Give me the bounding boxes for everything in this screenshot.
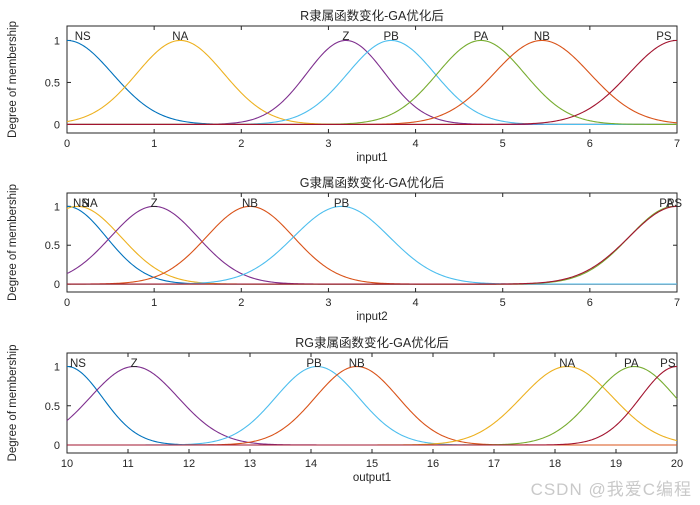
mf-label-PB: PB <box>383 31 399 43</box>
csdn-watermark: CSDN @我爱C编程 <box>530 480 692 499</box>
x-tick-label: 2 <box>238 138 244 150</box>
x-tick-label: 19 <box>610 458 622 470</box>
mf-label-PB: PB <box>334 198 350 210</box>
y-axis-label: Degree of membership <box>7 184 19 301</box>
mf-curve-PA <box>67 205 678 285</box>
mf-curve-PS <box>67 39 678 125</box>
mf-curve-NS <box>66 39 677 125</box>
y-tick-label: 1 <box>54 35 60 47</box>
x-tick-label: 18 <box>549 458 561 470</box>
x-tick-label: 17 <box>488 458 500 470</box>
mf-label-NB: NB <box>242 198 258 210</box>
x-tick-label: 4 <box>413 138 419 150</box>
y-tick-label: 1 <box>54 201 60 213</box>
x-tick-label: 14 <box>305 458 317 470</box>
mf-label-Z: Z <box>151 198 158 210</box>
x-tick-label: 12 <box>183 458 195 470</box>
x-tick-label: 20 <box>671 458 683 470</box>
mf-label-PS: PS <box>667 198 683 210</box>
x-tick-label: 0 <box>64 138 70 150</box>
y-tick-label: 0 <box>54 119 60 131</box>
mf-label-Z: Z <box>342 31 349 43</box>
y-tick-label: 0.5 <box>45 240 60 252</box>
mf-label-PA: PA <box>474 31 489 43</box>
mf-curve-PA <box>67 39 677 125</box>
mf-label-NB: NB <box>534 31 550 43</box>
x-tick-label: 6 <box>587 138 593 150</box>
x-tick-label: 3 <box>325 297 331 309</box>
x-tick-label: 10 <box>61 458 73 470</box>
x-tick-label: 2 <box>238 297 244 309</box>
x-tick-label: 1 <box>151 138 157 150</box>
mf-label-PA: PA <box>659 198 674 210</box>
x-tick-label: 16 <box>427 458 439 470</box>
y-tick-label: 0.5 <box>45 77 60 89</box>
x-tick-label: 13 <box>244 458 256 470</box>
y-tick-label: 0 <box>54 440 60 452</box>
mf-curve-NA <box>66 39 677 125</box>
x-tick-label: 0 <box>64 297 70 309</box>
x-tick-label: 5 <box>500 138 506 150</box>
x-axis-label: input1 <box>356 152 387 164</box>
mf-curve-PS <box>67 205 678 285</box>
mf-label-PA: PA <box>624 358 639 370</box>
axes-frame <box>66 352 678 454</box>
subplot-title: R隶属函数变化-GA优化后 <box>300 8 444 23</box>
mf-label-Z: Z <box>131 358 138 370</box>
mf-label-NA: NA <box>82 198 98 210</box>
mf-label-PS: PS <box>660 358 676 370</box>
x-tick-label: 11 <box>122 458 133 470</box>
y-tick-label: 1 <box>54 362 60 374</box>
x-tick-label: 7 <box>674 297 680 309</box>
mf-curve-Z <box>67 39 677 125</box>
x-tick-label: 3 <box>325 138 331 150</box>
x-tick-label: 4 <box>413 297 419 309</box>
mf-curve-PS <box>67 365 678 446</box>
y-tick-label: 0 <box>54 279 60 291</box>
axes-frame <box>66 25 678 134</box>
x-tick-label: 5 <box>500 297 506 309</box>
subplot-2: 0 1 2 3 4 5 6 7 0 0.5 1 G隶属函数变化-GA优化后 input2 Degree o… <box>7 175 682 323</box>
subplot-title: G隶属函数变化-GA优化后 <box>300 175 444 190</box>
mf-curve-PB <box>67 39 677 125</box>
x-tick-label: 1 <box>151 297 157 309</box>
subplot-1: 0 1 2 3 4 5 6 7 0 0.5 1 R隶属函数变化-GA优化后 input1 Degree o… <box>7 8 680 164</box>
mf-label-NA: NA <box>172 31 188 43</box>
mf-label-NA: NA <box>559 358 575 370</box>
x-axis-label: input2 <box>356 311 387 323</box>
x-tick-label: 7 <box>674 138 680 150</box>
mf-label-PB: PB <box>306 358 322 370</box>
mf-label-NS: NS <box>73 198 89 210</box>
mf-label-NS: NS <box>70 358 86 370</box>
y-axis-label: Degree of membership <box>7 21 19 138</box>
x-tick-label: 15 <box>366 458 378 470</box>
mf-label-PS: PS <box>656 31 672 43</box>
y-tick-label: 0.5 <box>45 401 60 413</box>
mf-label-NS: NS <box>75 31 91 43</box>
axes-frame <box>66 192 678 293</box>
y-axis-label: Degree of membership <box>7 345 19 462</box>
mf-curve-NB <box>67 39 678 125</box>
x-tick-label: 6 <box>587 297 593 309</box>
mf-label-NB: NB <box>349 358 365 370</box>
subplot-title: RG隶属函数变化-GA优化后 <box>295 335 448 350</box>
subplot-3: 10 11 12 13 14 15 16 17 18 19 20 0 0.5 1 RG隶属函数变化-GA优化… <box>7 335 683 484</box>
x-axis-label: output1 <box>353 472 391 484</box>
